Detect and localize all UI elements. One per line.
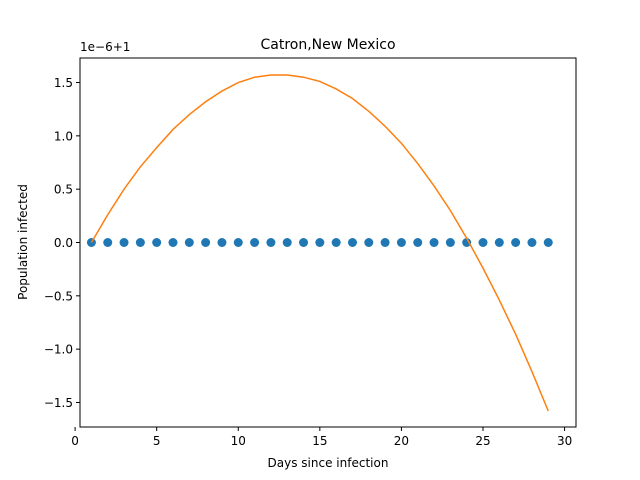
scatter-point	[347, 238, 357, 247]
y-tick-label: 1.0	[54, 129, 73, 143]
x-tick-label: 10	[231, 434, 246, 448]
scatter-point	[511, 238, 521, 247]
scatter-point	[152, 238, 162, 247]
y-tick-label: −0.5	[44, 289, 73, 303]
scatter-point	[429, 238, 439, 247]
y-axis-label: Population infected	[16, 184, 30, 300]
scatter-point	[217, 238, 227, 247]
scatter-point	[445, 238, 455, 247]
y-tick-label: 0.0	[54, 236, 73, 250]
x-tick-label: 30	[557, 434, 572, 448]
scatter-point	[233, 238, 243, 247]
plot-area: 0 5 10 15 20 25 30 −1.5 −1.0 −0.5 0.0 0.5 1.0 1.5	[44, 57, 577, 448]
scatter-point	[462, 238, 472, 247]
scatter-point	[266, 238, 276, 247]
scatter-point	[396, 238, 406, 247]
scatter-point	[135, 238, 145, 247]
scatter-point	[527, 238, 537, 247]
scatter-point	[184, 238, 194, 247]
scatter-point	[119, 238, 129, 247]
scatter-point	[282, 238, 292, 247]
x-tick-label: 15	[312, 434, 327, 448]
scatter-point	[331, 238, 341, 247]
x-axis-label: Days since infection	[268, 456, 389, 470]
y-tick-label: −1.5	[44, 396, 73, 410]
chart-title: Catron,New Mexico	[260, 37, 395, 53]
scatter-point	[380, 238, 390, 247]
scatter-point	[494, 238, 504, 247]
x-tick-label: 20	[394, 434, 409, 448]
scatter-point	[250, 238, 260, 247]
scatter-point	[364, 238, 374, 247]
scatter-point	[413, 238, 423, 247]
scatter-point	[168, 238, 178, 247]
series-line	[90, 74, 549, 412]
scatter-point	[543, 238, 553, 247]
scatter-point	[299, 238, 309, 247]
x-tick-label: 25	[475, 434, 490, 448]
scatter-point	[103, 238, 113, 247]
y-axis-offset-label: 1e−6+1	[80, 40, 130, 54]
y-tick-label: 1.5	[54, 76, 73, 90]
x-tick-label: 5	[153, 434, 161, 448]
scatter-point	[478, 238, 488, 247]
y-tick-label: −1.0	[44, 343, 73, 357]
y-tick-label: 0.5	[54, 183, 73, 197]
x-tick-label: 0	[71, 434, 79, 448]
scatter-point	[201, 238, 211, 247]
scatter-point	[315, 238, 325, 247]
